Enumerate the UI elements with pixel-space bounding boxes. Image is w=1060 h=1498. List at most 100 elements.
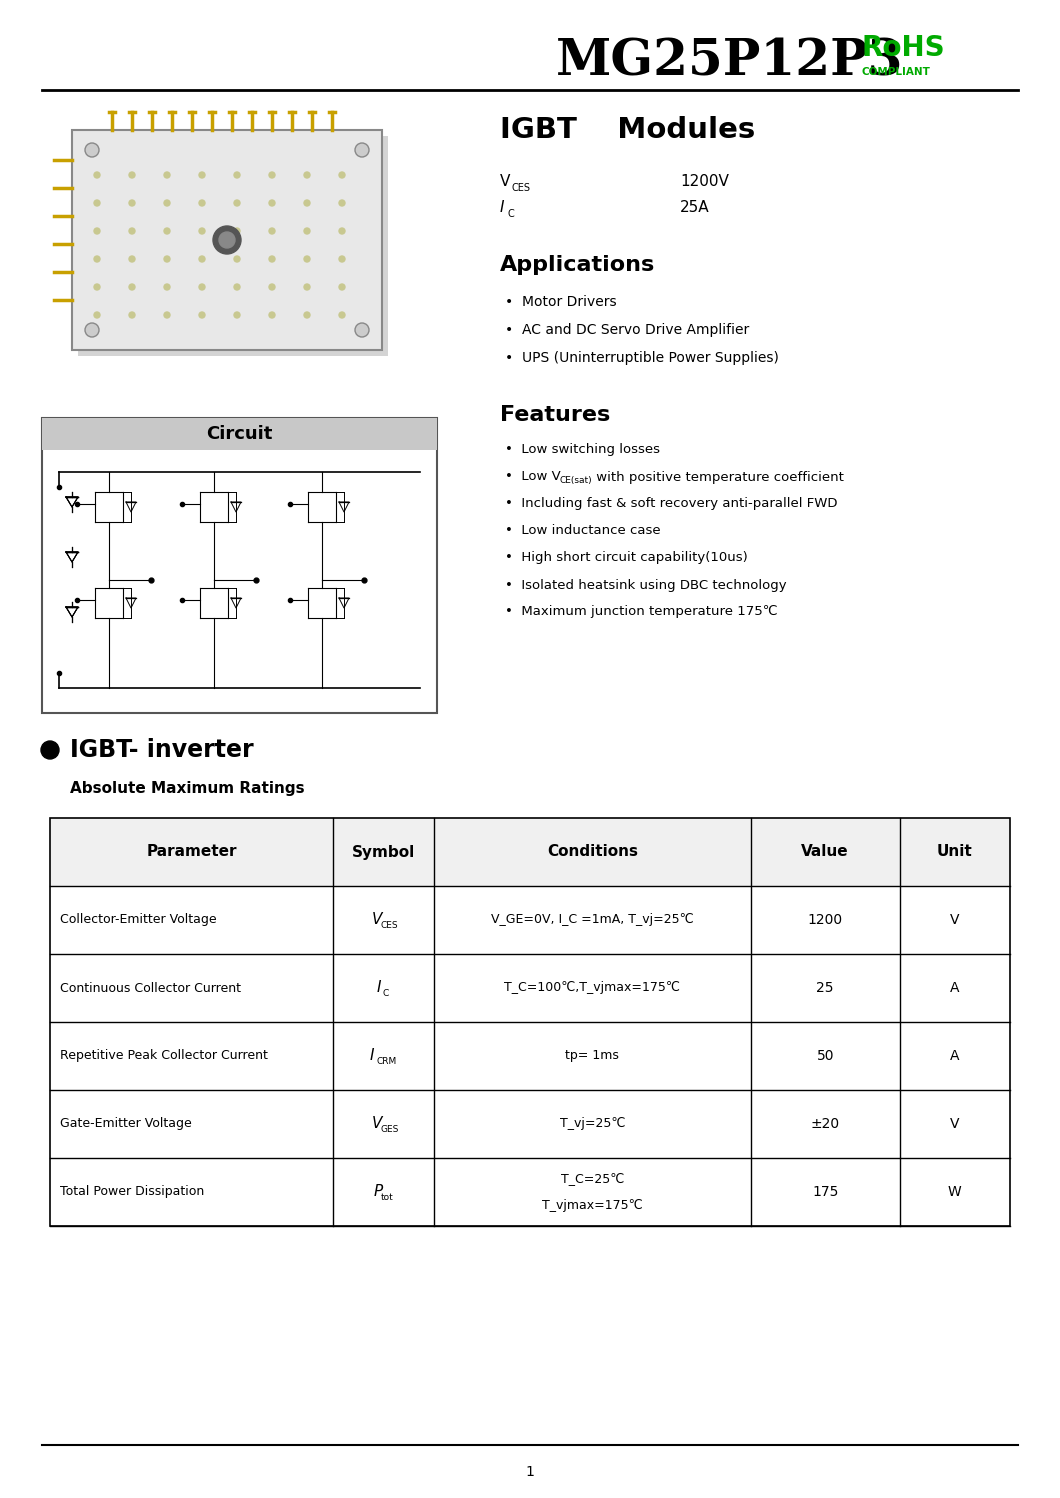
Circle shape xyxy=(269,172,275,178)
Circle shape xyxy=(355,324,369,337)
Text: Symbol: Symbol xyxy=(352,845,416,860)
Circle shape xyxy=(129,201,135,207)
Text: MG25P12P3: MG25P12P3 xyxy=(556,37,904,87)
Circle shape xyxy=(41,742,59,759)
Circle shape xyxy=(234,256,240,262)
Text: Features: Features xyxy=(500,404,611,425)
Text: •  Maximum junction temperature 175℃: • Maximum junction temperature 175℃ xyxy=(505,605,778,619)
Circle shape xyxy=(269,201,275,207)
Circle shape xyxy=(213,226,241,255)
Text: •  AC and DC Servo Drive Amplifier: • AC and DC Servo Drive Amplifier xyxy=(505,324,749,337)
Circle shape xyxy=(94,172,100,178)
Circle shape xyxy=(339,312,344,318)
Text: V: V xyxy=(950,912,959,927)
Text: C: C xyxy=(383,990,389,999)
Circle shape xyxy=(234,312,240,318)
Text: Conditions: Conditions xyxy=(547,845,638,860)
Text: Repetitive Peak Collector Current: Repetitive Peak Collector Current xyxy=(60,1050,268,1062)
Text: Collector-Emitter Voltage: Collector-Emitter Voltage xyxy=(60,914,216,926)
Text: tot: tot xyxy=(381,1194,393,1203)
Circle shape xyxy=(94,228,100,234)
Text: 1: 1 xyxy=(526,1465,534,1479)
Text: Continuous Collector Current: Continuous Collector Current xyxy=(60,981,241,995)
Circle shape xyxy=(339,256,344,262)
Text: T_C=25℃: T_C=25℃ xyxy=(561,1173,624,1185)
Circle shape xyxy=(269,228,275,234)
Circle shape xyxy=(269,285,275,291)
Text: Gate-Emitter Voltage: Gate-Emitter Voltage xyxy=(60,1118,192,1131)
Bar xyxy=(72,130,382,351)
Circle shape xyxy=(339,285,344,291)
Circle shape xyxy=(164,256,170,262)
Circle shape xyxy=(269,312,275,318)
Text: Parameter: Parameter xyxy=(146,845,236,860)
Text: Total Power Dissipation: Total Power Dissipation xyxy=(60,1185,205,1198)
Text: P: P xyxy=(373,1185,383,1200)
Circle shape xyxy=(129,228,135,234)
Circle shape xyxy=(129,172,135,178)
Bar xyxy=(42,418,437,713)
Text: •  Motor Drivers: • Motor Drivers xyxy=(505,295,617,309)
Circle shape xyxy=(304,172,310,178)
Text: I: I xyxy=(370,1049,374,1064)
Circle shape xyxy=(269,256,275,262)
Circle shape xyxy=(94,312,100,318)
Circle shape xyxy=(234,285,240,291)
Text: C: C xyxy=(508,210,515,219)
Circle shape xyxy=(94,201,100,207)
Text: IGBT    Modules: IGBT Modules xyxy=(500,115,755,144)
Circle shape xyxy=(94,285,100,291)
Text: V: V xyxy=(950,1118,959,1131)
Circle shape xyxy=(199,312,205,318)
Text: T_C=100℃,T_vjmax=175℃: T_C=100℃,T_vjmax=175℃ xyxy=(505,981,681,995)
Circle shape xyxy=(164,312,170,318)
Text: RoHS: RoHS xyxy=(862,34,946,61)
Circle shape xyxy=(339,201,344,207)
Text: Unit: Unit xyxy=(937,845,973,860)
Circle shape xyxy=(304,228,310,234)
Text: CES: CES xyxy=(381,921,399,930)
Circle shape xyxy=(234,201,240,207)
Text: ±20: ±20 xyxy=(811,1118,840,1131)
Text: •  Including fast & soft recovery anti-parallel FWD: • Including fast & soft recovery anti-pa… xyxy=(505,497,837,511)
Circle shape xyxy=(339,172,344,178)
Text: with positive temperature coefficient: with positive temperature coefficient xyxy=(591,470,844,484)
Circle shape xyxy=(129,285,135,291)
Circle shape xyxy=(85,324,99,337)
Text: I: I xyxy=(376,981,382,996)
Text: 50: 50 xyxy=(816,1049,834,1064)
Circle shape xyxy=(85,142,99,157)
Circle shape xyxy=(164,285,170,291)
Circle shape xyxy=(219,232,235,249)
Circle shape xyxy=(304,285,310,291)
Text: 25A: 25A xyxy=(681,201,709,216)
Bar xyxy=(78,136,388,357)
Bar xyxy=(50,818,1010,885)
Circle shape xyxy=(234,228,240,234)
Circle shape xyxy=(199,285,205,291)
Text: W: W xyxy=(948,1185,961,1198)
Text: 175: 175 xyxy=(812,1185,838,1198)
Text: V: V xyxy=(500,174,510,190)
Text: Applications: Applications xyxy=(500,255,655,276)
Circle shape xyxy=(164,228,170,234)
Text: Value: Value xyxy=(801,845,849,860)
Circle shape xyxy=(199,256,205,262)
Text: V_GE=0V, I_C =1mA, T_vj=25℃: V_GE=0V, I_C =1mA, T_vj=25℃ xyxy=(491,914,693,926)
Text: •  Low switching losses: • Low switching losses xyxy=(505,443,660,457)
Circle shape xyxy=(304,201,310,207)
Text: GES: GES xyxy=(381,1125,399,1134)
Text: CRM: CRM xyxy=(376,1058,396,1067)
Bar xyxy=(42,100,432,395)
Text: I: I xyxy=(500,201,505,216)
Text: 1200: 1200 xyxy=(808,912,843,927)
Circle shape xyxy=(164,201,170,207)
Circle shape xyxy=(164,172,170,178)
Circle shape xyxy=(234,172,240,178)
Circle shape xyxy=(355,142,369,157)
Circle shape xyxy=(199,201,205,207)
Circle shape xyxy=(129,312,135,318)
Text: tp= 1ms: tp= 1ms xyxy=(565,1050,619,1062)
Circle shape xyxy=(199,172,205,178)
Text: •  Low inductance case: • Low inductance case xyxy=(505,524,660,538)
